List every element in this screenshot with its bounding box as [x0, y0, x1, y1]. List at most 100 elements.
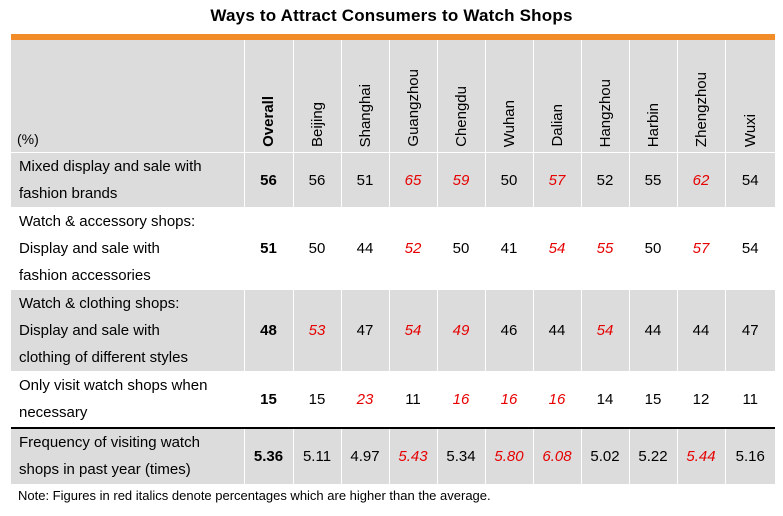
- table-cell: 5.36: [243, 426, 293, 484]
- row-label-line: shops in past year (times): [19, 461, 191, 478]
- row-label-line: fashion accessories: [19, 267, 151, 284]
- table-cell: 16: [484, 371, 533, 428]
- column-header-shanghai: Shanghai: [340, 40, 389, 153]
- column-header-dalian: Dalian: [532, 40, 581, 153]
- table-cell: 51: [340, 152, 389, 208]
- table-cell: 52: [580, 152, 629, 208]
- table-cell: 50: [628, 207, 677, 290]
- table-cell: 5.44: [676, 426, 725, 484]
- table-cell: 5.16: [724, 426, 775, 484]
- column-header-label: Hangzhou: [596, 78, 614, 147]
- table-cell: 54: [724, 207, 775, 290]
- row-label-line: Display and sale with: [19, 322, 160, 339]
- table-cell: 54: [580, 289, 629, 372]
- column-header-label: Overall: [260, 96, 277, 147]
- row-label-line: clothing of different styles: [19, 349, 188, 366]
- column-header-hangzhou: Hangzhou: [580, 40, 629, 153]
- table-cell: 41: [484, 207, 533, 290]
- row-label: Mixed display and sale with fashion brand…: [11, 152, 244, 208]
- table-cell: 56: [243, 152, 293, 208]
- table-row: Mixed display and sale with fashion brand…: [11, 152, 775, 208]
- row-label-line: Only visit watch shops when: [19, 377, 208, 395]
- row-label: Watch & accessory shops: Display and sale…: [11, 207, 244, 290]
- table-cell: 49: [436, 289, 485, 372]
- table-cell: 4.97: [340, 426, 389, 484]
- table-cell: 59: [436, 152, 485, 208]
- row-label-line: Display and sale with: [19, 240, 160, 257]
- table-cell: 65: [388, 152, 437, 208]
- table-row: Watch & clothing shops: Display and sale …: [11, 289, 775, 372]
- column-header-guangzhou: Guangzhou: [388, 40, 437, 153]
- table-cell: 55: [580, 207, 629, 290]
- column-header-label: Beijing: [308, 101, 326, 147]
- table-row: Frequency of visiting watch shops in past…: [11, 426, 775, 484]
- table-cell: 47: [340, 289, 389, 372]
- table-cell: 44: [340, 207, 389, 290]
- table-cell: 44: [676, 289, 725, 372]
- row-label-line: Watch & clothing shops:: [19, 295, 180, 312]
- table-cell: 54: [388, 289, 437, 372]
- table-cell: 50: [484, 152, 533, 208]
- row-label-line: Mixed display and sale with: [19, 158, 202, 175]
- table-cell: 62: [676, 152, 725, 208]
- table-cell: 16: [436, 371, 485, 428]
- table-row: Watch & accessory shops: Display and sale…: [11, 207, 775, 290]
- table-cell: 5.02: [580, 426, 629, 484]
- table-cell: 5.34: [436, 426, 485, 484]
- table-cell: 50: [436, 207, 485, 290]
- column-header-label: Wuhan: [500, 99, 518, 147]
- table-cell: 15: [243, 371, 293, 428]
- table-cell: 16: [532, 371, 581, 428]
- table-cell: 52: [388, 207, 437, 290]
- header-row: (%) Overall Beijing Shanghai Guangzhou Cheng…: [11, 40, 775, 153]
- row-label-line: Frequency of visiting watch: [19, 434, 200, 451]
- table-cell: 54: [532, 207, 581, 290]
- column-header-label: Shanghai: [356, 83, 374, 147]
- column-header-label: Dalian: [548, 104, 566, 147]
- table-cell: 51: [243, 207, 293, 290]
- data-table: (%) Overall Beijing Shanghai Guangzhou Cheng…: [11, 40, 775, 484]
- row-label-line: Watch & accessory shops:: [19, 213, 196, 230]
- table-cell: 55: [628, 152, 677, 208]
- table-cell: 5.22: [628, 426, 677, 484]
- table-cell: 53: [292, 289, 341, 372]
- row-label-line: necessary: [19, 404, 88, 422]
- table-cell: 48: [243, 289, 293, 372]
- table-cell: 46: [484, 289, 533, 372]
- title-accent-bar: [11, 34, 775, 40]
- table-cell: 57: [676, 207, 725, 290]
- table-cell: 44: [628, 289, 677, 372]
- column-header-overall: Overall: [243, 40, 293, 153]
- column-header-wuhan: Wuhan: [484, 40, 533, 153]
- table-title: Ways to Attract Consumers to Watch Shops: [210, 6, 573, 25]
- table-cell: 5.43: [388, 426, 437, 484]
- table-cell: 47: [724, 289, 775, 372]
- column-header-label: Wuxi: [741, 113, 759, 147]
- table-body: Mixed display and sale with fashion brand…: [11, 152, 775, 484]
- row-label-line: fashion brands: [19, 185, 118, 202]
- column-header-label: Harbin: [644, 102, 662, 147]
- table-cell: 15: [292, 371, 341, 428]
- table-cell: 50: [292, 207, 341, 290]
- column-header-label: Zhengzhou: [692, 71, 710, 147]
- table-cell: 44: [532, 289, 581, 372]
- row-label: Watch & clothing shops: Display and sale …: [11, 289, 244, 372]
- table-cell: 5.80: [484, 426, 533, 484]
- table-cell: 54: [724, 152, 775, 208]
- header-label-cell: (%): [11, 40, 244, 153]
- table-cell: 56: [292, 152, 341, 208]
- table-cell: 12: [676, 371, 725, 428]
- table-cell: 14: [580, 371, 629, 428]
- table-cell: 23: [340, 371, 389, 428]
- column-header-harbin: Harbin: [628, 40, 677, 153]
- table-cell: 11: [388, 371, 437, 428]
- column-header-label: Guangzhou: [404, 69, 422, 147]
- table-row: Only visit watch shops when necessary 15 15…: [11, 371, 775, 428]
- table-cell: 15: [628, 371, 677, 428]
- row-label: Only visit watch shops when necessary: [11, 371, 244, 428]
- column-header-chengdu: Chengdu: [436, 40, 485, 153]
- table-cell: 11: [724, 371, 775, 428]
- column-header-beijing: Beijing: [292, 40, 341, 153]
- footnote: Note: Figures in red italics denote perc…: [18, 488, 491, 503]
- table-cell: 57: [532, 152, 581, 208]
